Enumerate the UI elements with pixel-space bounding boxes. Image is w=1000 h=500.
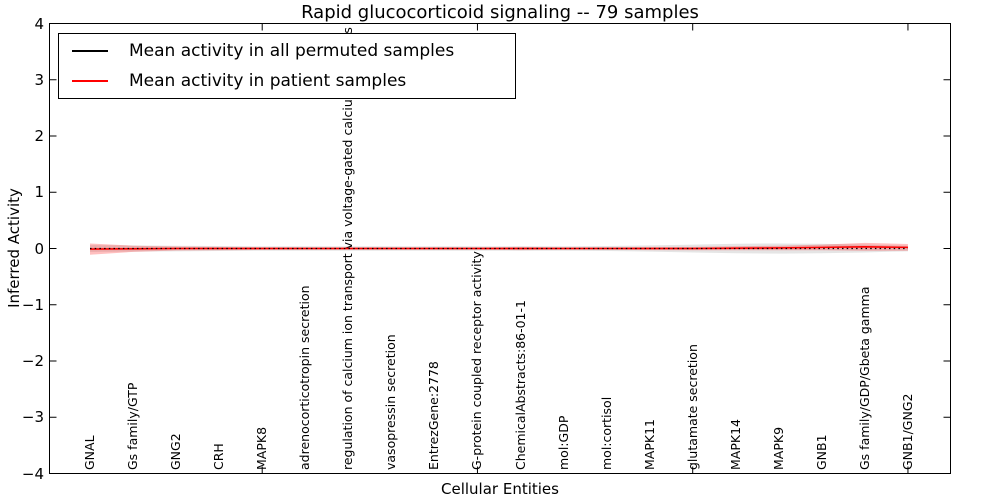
legend-box: Mean activity in all permuted samples Mea… <box>58 33 516 99</box>
y-tick-label: 0 <box>34 239 44 258</box>
legend-label: Mean activity in patient samples <box>129 71 407 91</box>
y-tick-label: −1 <box>21 295 44 314</box>
chart-title: Rapid glucocorticoid signaling -- 79 sam… <box>301 2 699 23</box>
legend-entry: Mean activity in patient samples <box>59 66 515 96</box>
y-tick-label: −4 <box>21 464 44 483</box>
y-tick-label: −3 <box>21 408 44 427</box>
legend-line-sample <box>72 80 108 82</box>
y-tick-label: 2 <box>34 127 44 145</box>
legend-entry: Mean activity in all permuted samples <box>59 36 515 66</box>
x-axis-label: Cellular Entities <box>441 480 559 498</box>
y-tick-label: 3 <box>34 70 44 89</box>
legend-line-sample <box>72 50 108 52</box>
y-tick-label: 1 <box>34 183 44 202</box>
y-axis-label: Inferred Activity <box>5 188 23 308</box>
legend-label: Mean activity in all permuted samples <box>129 41 455 61</box>
y-tick-label: −2 <box>21 352 44 370</box>
y-tick-label: 4 <box>34 14 44 33</box>
